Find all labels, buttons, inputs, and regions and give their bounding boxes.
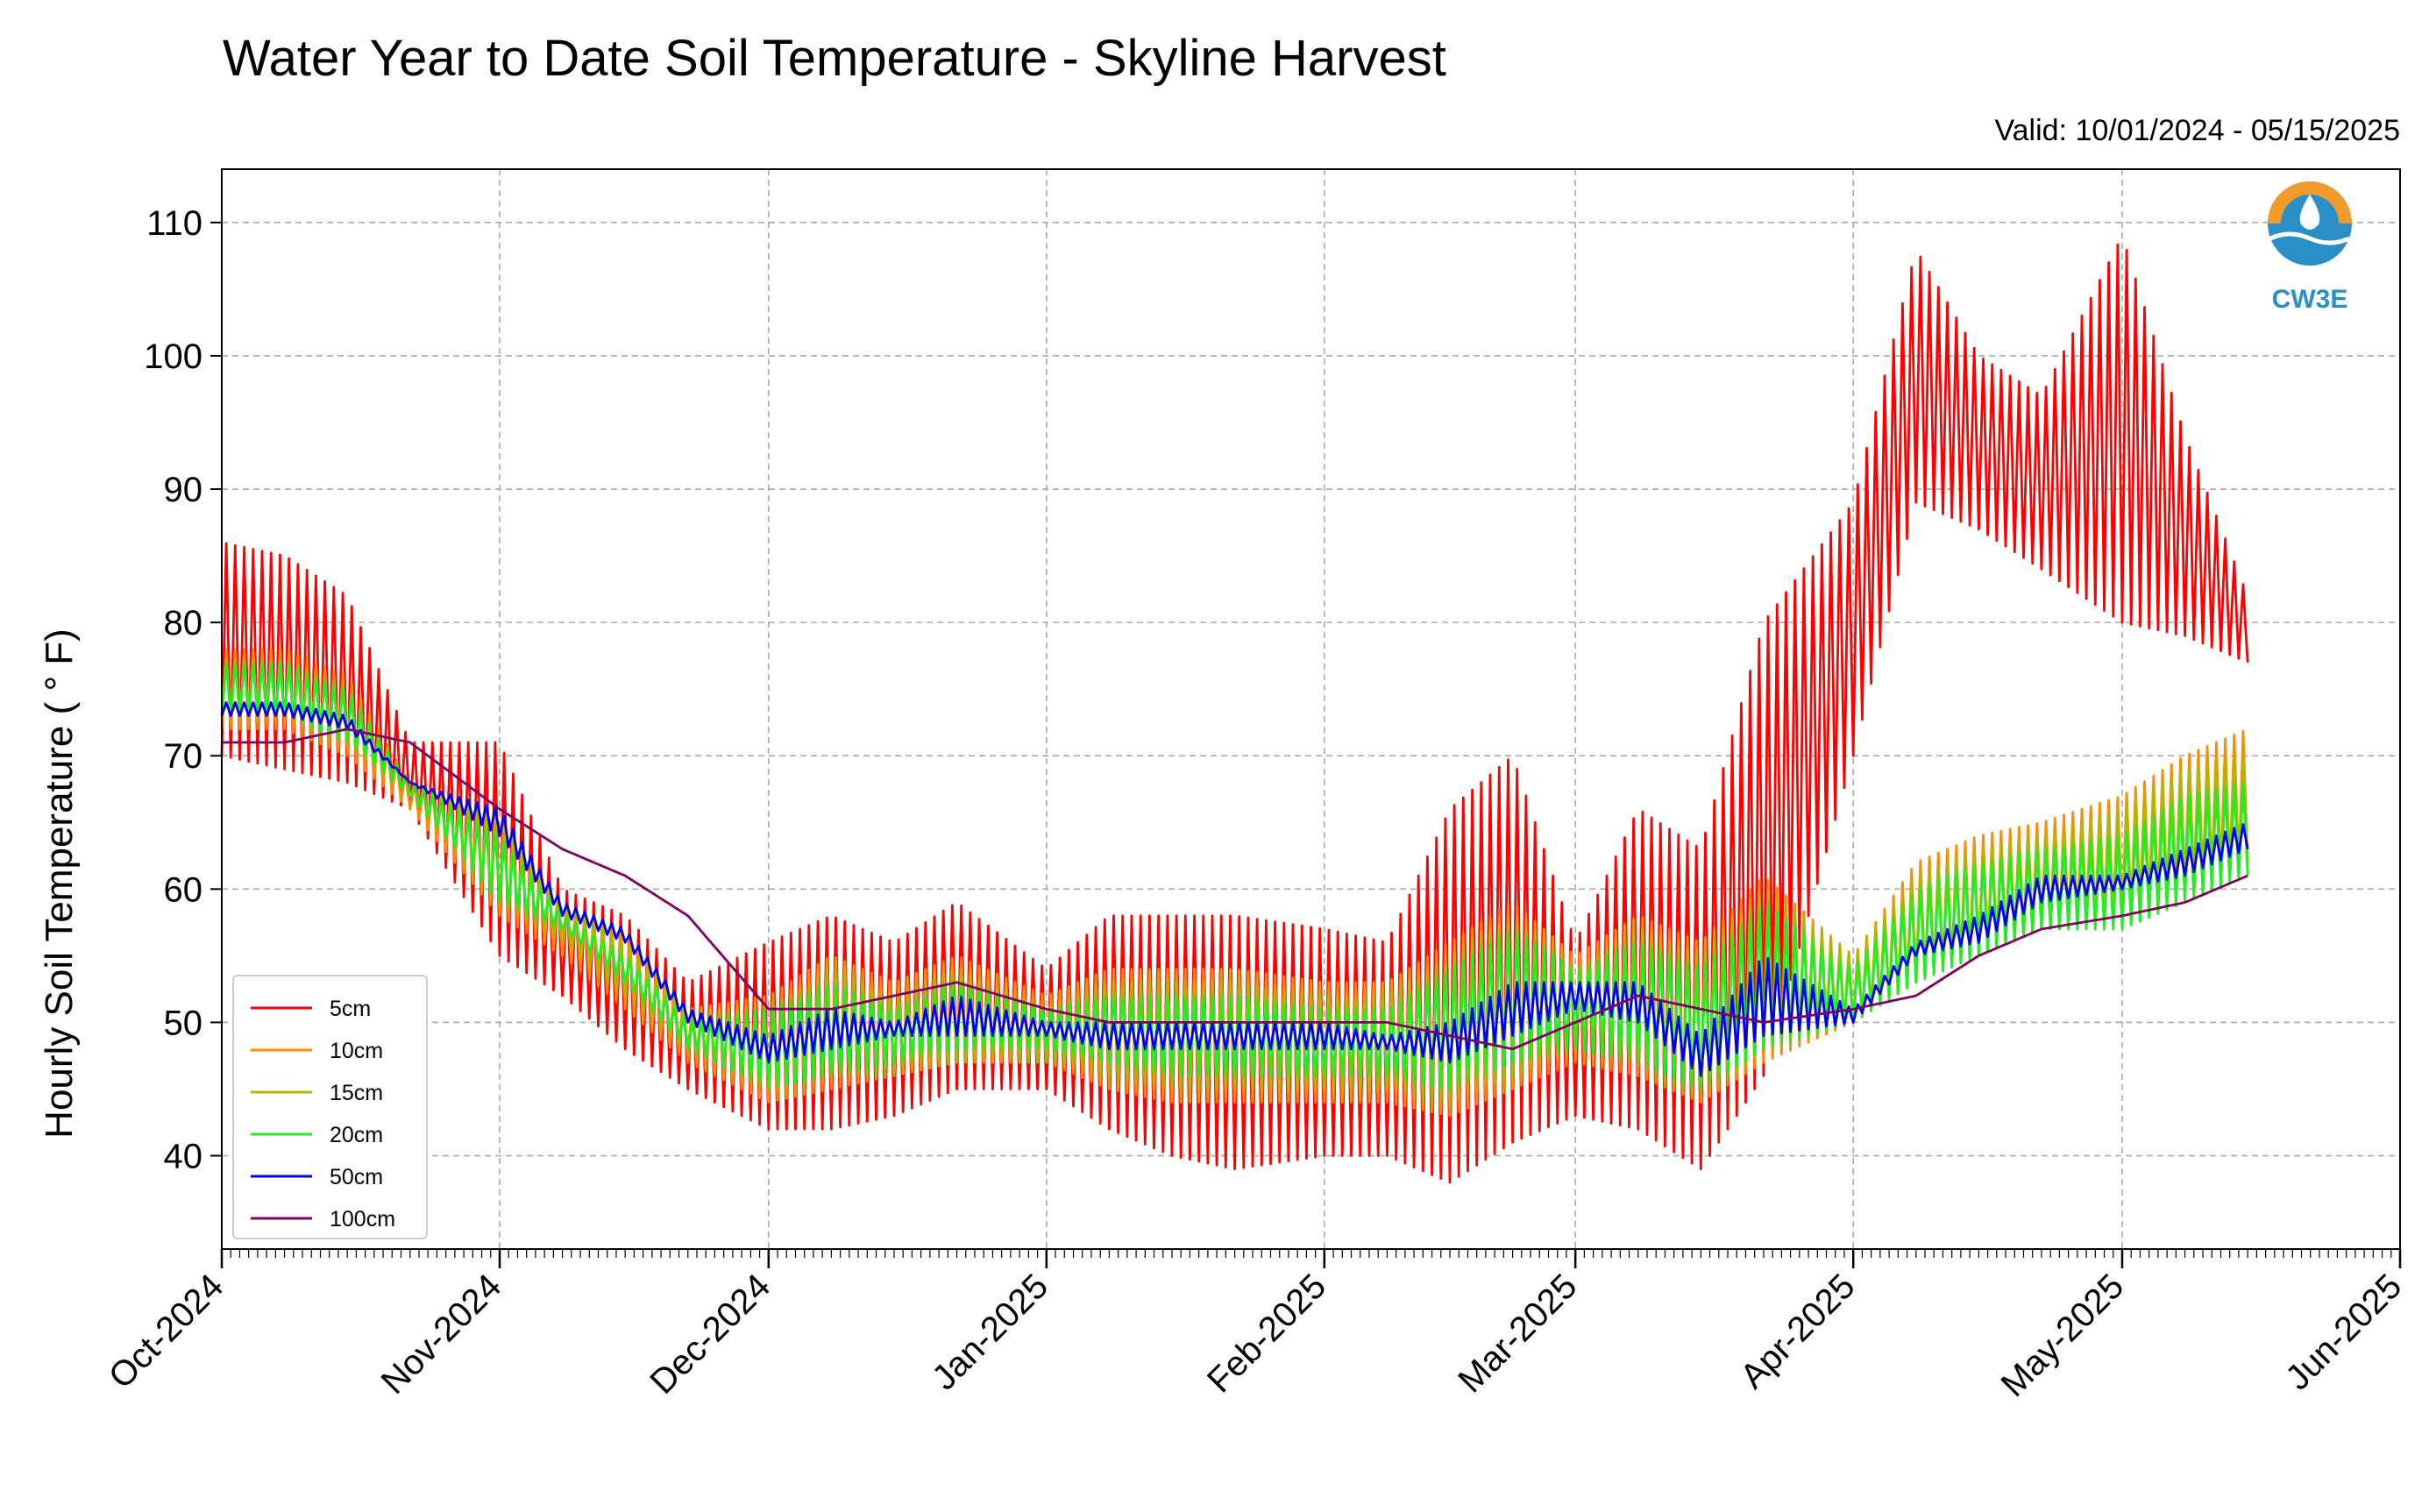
y-tick-label: 70	[164, 737, 203, 776]
series-group	[220, 243, 2249, 1184]
plot-frame	[221, 168, 2401, 1250]
legend: 5cm 10cm 15cm 20cm 50cm 100cm	[232, 975, 428, 1239]
y-tick-label: 40	[164, 1138, 203, 1176]
series-100cm	[222, 728, 2248, 1051]
logo-text: CW3E	[2272, 285, 2348, 314]
y-axis-label: Hourly Soil Temperature ( ° F)	[38, 628, 81, 1139]
y-tick-label: 110	[146, 204, 202, 243]
series-50cm	[220, 701, 2249, 1077]
series-20cm	[220, 661, 2249, 1090]
y-tick-label: 100	[144, 337, 202, 376]
valid-date-range: Valid: 10/01/2024 - 05/15/2025	[1994, 114, 2400, 147]
chart-title: Water Year to Date Soil Temperature - Sk…	[223, 30, 1446, 87]
logo-sun-arc-icon	[2268, 181, 2352, 224]
cw3e-logo: CW3E	[2268, 181, 2352, 314]
legend-label-15cm: 15cm	[330, 1081, 383, 1105]
legend-label-10cm: 10cm	[330, 1039, 383, 1063]
logo-droplet-icon	[2299, 195, 2320, 230]
y-tick-label: 80	[164, 604, 203, 642]
legend-label-5cm: 5cm	[330, 997, 371, 1021]
y-tick-label: 90	[164, 471, 203, 509]
y-tick-label: 50	[164, 1004, 203, 1042]
legend-label-50cm: 50cm	[330, 1165, 383, 1189]
logo-wave-icon	[2269, 231, 2351, 245]
legend-label-100cm: 100cm	[330, 1207, 395, 1232]
y-tick-label: 60	[164, 870, 203, 909]
legend-label-20cm: 20cm	[330, 1123, 383, 1147]
legend-box	[232, 975, 428, 1239]
